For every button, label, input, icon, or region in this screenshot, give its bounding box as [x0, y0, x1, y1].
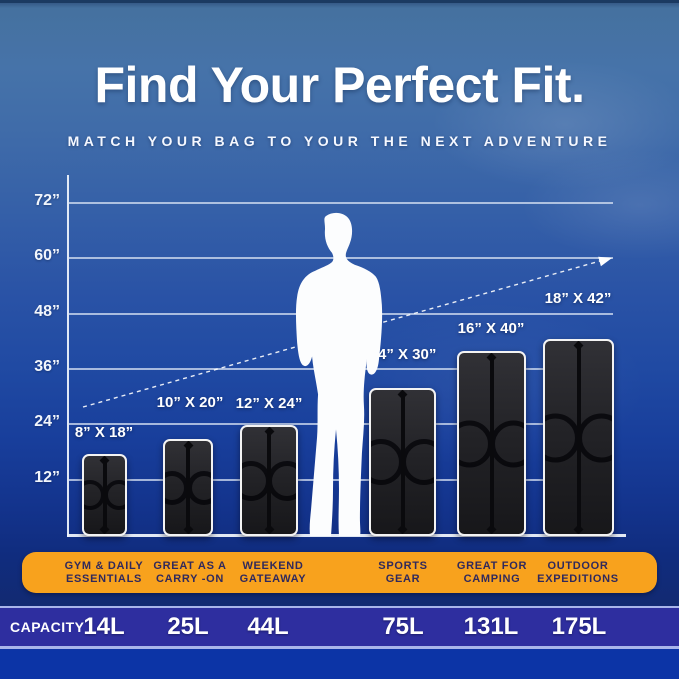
use-case-banner: GYM & DAILY ESSENTIALS GREAT AS A CARRY … — [22, 552, 657, 593]
bag-size-label: 14” X 30” — [369, 346, 437, 363]
bag-10x20 — [163, 439, 213, 536]
y-axis-line — [67, 175, 69, 537]
category-line: CARRY -ON — [155, 572, 225, 585]
capacity-value: 175L — [551, 613, 607, 640]
tick-label-24: 24” — [34, 413, 60, 430]
category-line: SPORTS — [378, 559, 428, 572]
category-line: WEEKEND — [242, 559, 304, 572]
capacity-bar: CAPACITY 14L 25L 44L 75L 131L 175L — [0, 606, 679, 649]
bag-size-label: 8” X 18” — [74, 424, 134, 441]
category-label: SPORTS GEAR — [343, 560, 463, 586]
category-line: EXPEDITIONS — [537, 572, 619, 585]
bag-zipper — [186, 443, 190, 532]
duffel-endcap-ring — [459, 420, 493, 467]
bag-size-label: 18” X 42” — [544, 290, 612, 307]
category-line: GEAR — [385, 572, 421, 585]
bag-size-label: 12” X 24” — [235, 395, 303, 412]
bag-zipper — [576, 343, 581, 532]
page-subtitle: MATCH YOUR BAG TO YOUR THE NEXT ADVENTUR… — [67, 133, 612, 149]
category-line: OUTDOOR — [547, 559, 609, 572]
gridline-72in — [68, 202, 613, 204]
tick-label-12: 12” — [34, 469, 60, 486]
bag-14x30 — [369, 388, 436, 536]
capacity-value: 14L — [83, 613, 125, 640]
tick-label-48: 48” — [34, 303, 60, 320]
bag-8x18 — [82, 454, 127, 536]
category-line: GREAT AS A — [153, 559, 227, 572]
category-line: GYM & DAILY — [64, 559, 144, 572]
category-line: CAMPING — [463, 572, 521, 585]
bag-16x40 — [457, 351, 526, 536]
tick-label-72: 72” — [34, 192, 60, 209]
bag-zipper — [102, 458, 107, 532]
top-edge-strip — [0, 0, 679, 3]
bag-zipper — [400, 392, 405, 532]
tick-label-60: 60” — [34, 247, 60, 264]
capacity-value: 25L — [167, 613, 209, 640]
capacity-value: 44L — [247, 613, 289, 640]
duffel-endcap-ring — [84, 480, 105, 510]
capacity-value: 131L — [463, 613, 519, 640]
human-silhouette — [295, 212, 383, 536]
category-label: GREAT FOR CAMPING — [432, 560, 552, 586]
duffel-endcap-ring — [187, 470, 211, 505]
category-line: GREAT FOR — [456, 559, 528, 572]
bag-18x42 — [543, 339, 614, 536]
bag-size-label: 10” X 20” — [156, 394, 224, 411]
page-title: Find Your Perfect Fit. — [94, 57, 585, 113]
duffel-endcap-ring — [545, 413, 580, 462]
duffel-endcap-ring — [401, 439, 434, 485]
bag-size-label: 16” X 40” — [457, 320, 525, 337]
category-label: GYM & DAILY ESSENTIALS — [44, 560, 164, 586]
duffel-endcap-ring — [577, 413, 612, 462]
duffel-endcap-ring — [490, 420, 524, 467]
bag-zipper — [267, 429, 271, 532]
bottom-strip — [0, 649, 679, 679]
category-line: ESSENTIALS — [65, 572, 143, 585]
category-label: GREAT AS A CARRY -ON — [130, 560, 250, 586]
capacity-value: 75L — [382, 613, 424, 640]
category-label: OUTDOOR EXPEDITIONS — [518, 560, 638, 586]
capacity-row-label: CAPACITY — [10, 619, 85, 635]
category-line: GATEAWAY — [239, 572, 307, 585]
bag-zipper — [489, 355, 494, 532]
duffel-endcap-ring — [104, 480, 125, 510]
bag-12x24 — [240, 425, 298, 536]
tick-label-36: 36” — [34, 358, 60, 375]
category-label: WEEKEND GATEAWAY — [213, 560, 333, 586]
